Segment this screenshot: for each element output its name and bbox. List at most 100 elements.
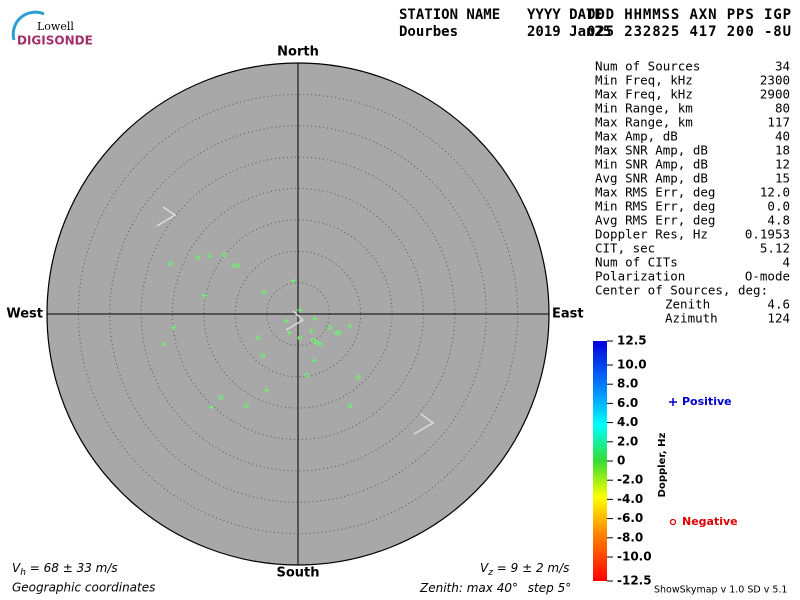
colorbar-tick-label: -6.0 [617,511,643,525]
source-circle [337,330,342,336]
legend-circle [669,518,677,526]
stat-label: Min SNR Amp, dB [595,157,708,172]
vh-symbol: V [12,561,21,575]
source-plus [308,328,314,334]
stat-label: CIT, sec [595,241,655,256]
source-plus [264,388,270,394]
source-plus [161,341,167,347]
colorbar-tick-label: 6.0 [617,396,638,410]
compass-west: West [6,307,43,322]
vz-text: Vz = 9 ± 2 m/s [480,561,569,578]
colorbar [593,341,607,581]
stat-label: Max SNR Amp, dB [595,143,708,158]
logo-top: Lowell [37,20,74,33]
drift-arrow [413,413,435,435]
drift-arrow [285,310,305,331]
stat-value: 18 [775,143,790,158]
colorbar-tick-label: 0 [617,454,625,468]
zenith-step: 5 [558,581,566,595]
drift-arrow [156,206,177,227]
source-circle [327,325,333,331]
compass-east: East [552,307,584,322]
stat-label: Max Amp, dB [595,129,678,144]
vh-rest: = 68 ± 33 m/s [26,561,118,575]
legend-label: Positive [682,395,732,408]
stat-value: 0.0 [767,199,790,214]
legend-plus [669,398,677,406]
colorbar-tick-label: 8.0 [617,377,638,391]
stat-value: O-mode [745,269,790,284]
source-circle [310,338,316,343]
header-value: 2019 Jan25 [527,24,611,40]
source-circle [235,263,241,268]
source-plus [312,316,318,322]
source-circle [304,373,310,378]
stat-label: Doppler Res, Hz [595,227,708,242]
source-circle [355,375,361,380]
stat-value: 12 [775,157,790,172]
stat-value: 4 [782,255,790,270]
source-plus [311,357,317,363]
source-circle [314,339,320,345]
source-circle [244,403,249,408]
colorbar-tick-label: 2.0 [617,434,638,448]
header-label: DDD HHMMSS AXN PPS IGP [587,7,791,23]
source-circle [221,252,227,258]
source-plus [171,325,177,331]
center-title: Center of Sources, deg: [595,283,768,298]
logo-swoosh [11,10,45,41]
center-value: 4.6 [767,297,790,312]
legend-label: Negative [682,515,738,528]
stat-value: 12.0 [760,185,790,200]
vh-sub: h [20,568,26,578]
source-circle [261,290,267,295]
colorbar-tick-label: 4.0 [617,415,638,429]
vz-rest: = 9 ± 2 m/s [493,561,569,575]
stat-label: Avg SNR Amp, dB [595,171,708,186]
colorbar-tick-label: -8.0 [617,530,643,544]
stat-label: Num of CITs [595,255,678,270]
colorbar-tick-label: -12.5 [617,574,652,588]
compass-north: North [277,45,319,60]
stat-value: 0.1953 [745,227,790,242]
source-circle [255,335,261,341]
stat-value: 2300 [760,73,790,88]
stat-label: Min Range, km [595,101,693,116]
center-label: Zenith [665,297,710,312]
colorbar-tick-label: -10.0 [617,550,652,564]
stat-label: Num of Sources [595,59,700,74]
stat-label: Min RMS Err, deg [595,199,715,214]
source-circle [195,255,200,260]
stat-value: 5.12 [760,241,790,256]
header-value: 025 232825 417 200 -8U [587,24,791,40]
stat-label: Max RMS Err, deg [595,185,715,200]
source-circle [168,261,173,267]
colorbar-tick-label: 12.5 [617,334,647,348]
vh-text: Vh = 68 ± 33 m/s [12,561,118,578]
vz-sub: z [487,568,493,578]
source-circle [260,353,266,358]
stat-value: 2900 [760,87,790,102]
colorbar-title: Doppler, Hz [657,433,668,498]
source-plus [208,404,214,410]
header-value: Dourbes [399,24,458,40]
stat-value: 4.8 [767,213,790,228]
deg: ° [565,581,571,595]
source-plus [284,318,290,324]
coords-text: Geographic coordinates [12,581,155,595]
source-circle [297,335,303,341]
zenith-prefix: Zenith: max [419,581,494,595]
vz-symbol: V [480,561,489,575]
header-label: YYYY DATE [527,7,603,23]
stat-label: Polarization [595,269,685,284]
center-value: 124 [767,311,790,326]
header-label: STATION NAME [399,7,500,23]
stat-value: 34 [775,59,790,74]
colorbar-tick-label: -4.0 [617,492,643,506]
stat-value: 117 [767,115,790,130]
stat-value: 15 [775,171,790,186]
source-circle [347,403,353,408]
zenith-text: Zenith: max 40° step 5° [419,581,571,595]
source-plus [297,307,303,313]
